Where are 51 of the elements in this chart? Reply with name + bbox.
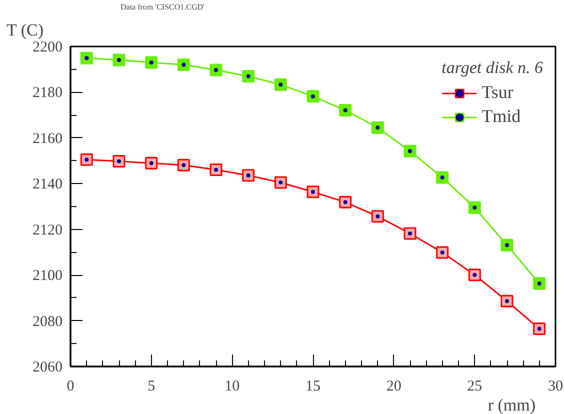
y-tick-label: 2200 <box>32 40 62 56</box>
x-tick-label: 15 <box>306 378 320 394</box>
point <box>339 104 352 117</box>
point <box>468 268 481 282</box>
y-tick-label: 2180 <box>32 85 62 102</box>
point <box>371 210 384 223</box>
x-tick-label: 10 <box>224 378 240 394</box>
point <box>404 144 416 158</box>
point <box>306 90 320 103</box>
point <box>500 238 514 252</box>
y-tick-label: 2160 <box>32 130 62 147</box>
x-tick-label: 0 <box>66 378 74 394</box>
point <box>242 169 255 182</box>
point <box>436 171 449 184</box>
legend-label: Tsur <box>482 82 514 103</box>
x-axis-title: r (mm) <box>488 396 536 414</box>
point <box>306 186 320 198</box>
point <box>177 158 190 172</box>
y-tick-label: 2100 <box>32 268 62 284</box>
point <box>533 277 546 290</box>
point <box>500 294 514 308</box>
y-tick-label: 2140 <box>32 176 62 193</box>
point <box>404 227 416 240</box>
point <box>210 64 222 76</box>
point <box>436 246 449 259</box>
point <box>145 156 158 170</box>
y-tick-label: 2060 <box>32 360 62 376</box>
y-tick-label: 2080 <box>32 314 62 330</box>
legend-label: Tmid <box>482 106 521 127</box>
text: Data from 'CISCO1.CGD' <box>120 2 206 12</box>
x-tick-label: 25 <box>467 378 482 394</box>
point <box>242 70 255 82</box>
point <box>145 56 158 69</box>
point <box>274 78 287 91</box>
point <box>112 154 126 168</box>
point <box>177 58 190 72</box>
point <box>339 196 352 208</box>
y-axis-title: T (C) <box>6 20 44 40</box>
y-tick-label: 2120 <box>32 222 62 238</box>
point <box>468 201 481 214</box>
point <box>533 322 546 336</box>
point <box>210 163 222 176</box>
legend-title: target disk n. 6 <box>442 58 543 78</box>
x-tick-label: 20 <box>386 378 402 394</box>
x-tick-label: 5 <box>148 378 156 394</box>
point <box>371 121 384 134</box>
point <box>80 52 93 64</box>
x-tick-label: 30 <box>548 378 563 394</box>
point <box>274 176 287 189</box>
point <box>80 153 93 166</box>
point <box>112 54 126 66</box>
